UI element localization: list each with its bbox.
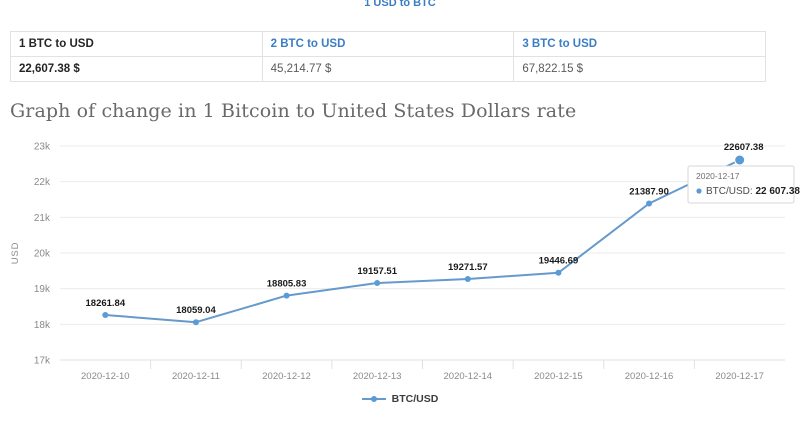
- y-axis-title: USD: [10, 242, 21, 264]
- table-row: 22,607.38 $ 45,214.77 $ 67,822.15 $: [10, 56, 766, 82]
- legend-item-btc-usd[interactable]: BTC/USD: [361, 393, 439, 406]
- rates-table-container: 1 BTC to USD 2 BTC to USD 3 BTC to USD 2…: [10, 31, 766, 82]
- tooltip-series-line: BTC/USD: 22 607.38: [706, 186, 800, 197]
- data-point-marker[interactable]: [192, 319, 199, 326]
- value-3-btc-to-usd: 67,822.15 $: [513, 56, 766, 82]
- top-link-bar: 1 USD to BTC: [0, 0, 800, 14]
- chart-tooltip: 2020-12-17 BTC/USD: 22 607.38: [687, 165, 800, 204]
- tooltip-series-name: BTC/USD:: [706, 186, 755, 197]
- data-point-label: 18805.83: [267, 279, 307, 290]
- data-point-label: 18059.04: [176, 305, 216, 316]
- tooltip-date: 2020-12-17: [696, 171, 740, 181]
- data-point-marker[interactable]: [646, 200, 653, 207]
- series-line-btc-usd: [104, 159, 741, 324]
- x-axis-tick-label: 2020-12-16: [625, 371, 674, 382]
- x-axis-tick-label: 2020-12-10: [81, 371, 130, 382]
- chart-svg: 17k 18k 19k 20k 21k 22k 23k USD 2020-12-10 2020-1…: [10, 142, 800, 383]
- y-axis-tick-label: 21k: [34, 213, 51, 224]
- x-axis-tick-label: 2020-12-15: [534, 371, 583, 382]
- value-1-btc-to-usd: 22,607.38 $: [10, 56, 263, 82]
- chart-legend: BTC/USD: [0, 389, 800, 407]
- legend-line-marker-icon: [361, 394, 386, 404]
- y-axis-tick-label: 17k: [34, 356, 51, 367]
- header-1-btc-to-usd: 1 BTC to USD: [10, 31, 263, 57]
- data-point-marker[interactable]: [555, 269, 562, 276]
- y-axis-tick-label: 18k: [34, 320, 51, 331]
- y-axis-tick-label: 22k: [34, 177, 51, 188]
- x-axis-tick-label: 2020-12-13: [353, 371, 402, 382]
- legend-label: BTC/USD: [391, 393, 439, 406]
- usd-to-btc-link[interactable]: 1 USD to BTC: [364, 0, 436, 9]
- data-point-marker[interactable]: [734, 154, 746, 166]
- rates-table: 1 BTC to USD 2 BTC to USD 3 BTC to USD 2…: [10, 31, 766, 82]
- data-point-label: 19446.69: [539, 256, 579, 267]
- header-3-btc-to-usd[interactable]: 3 BTC to USD: [513, 31, 766, 57]
- y-axis-tick-label: 20k: [34, 249, 51, 260]
- table-header-row: 1 BTC to USD 2 BTC to USD 3 BTC to USD: [10, 31, 766, 57]
- btc-usd-line-chart[interactable]: 17k 18k 19k 20k 21k 22k 23k USD 2020-12-10 2020-1…: [0, 132, 800, 392]
- data-point-label: 18261.84: [86, 298, 126, 309]
- x-axis-tick-label: 2020-12-14: [444, 371, 493, 382]
- tooltip-value: 22 607.38: [755, 186, 800, 197]
- y-axis-tick-label: 23k: [34, 142, 51, 153]
- y-axis-tick-label: 19k: [34, 284, 51, 295]
- tooltip-series-dot-icon: [696, 188, 702, 194]
- data-point-marker[interactable]: [464, 275, 471, 282]
- data-point-marker[interactable]: [102, 311, 109, 318]
- chart-title: Graph of change in 1 Bitcoin to United S…: [10, 100, 577, 122]
- data-point-label: 21387.90: [629, 186, 669, 197]
- value-2-btc-to-usd: 45,214.77 $: [261, 56, 515, 82]
- tooltip-box: [687, 165, 795, 204]
- x-axis-tick-label: 2020-12-17: [715, 371, 764, 382]
- data-point-marker[interactable]: [374, 280, 381, 287]
- data-point-label: 22607.38: [724, 142, 764, 153]
- data-point-label: 19157.51: [357, 266, 397, 277]
- data-point-marker[interactable]: [283, 292, 290, 299]
- header-2-btc-to-usd[interactable]: 2 BTC to USD: [261, 31, 515, 57]
- data-point-label: 19271.57: [448, 262, 488, 273]
- x-axis-tick-label: 2020-12-12: [262, 371, 311, 382]
- x-axis-tick-label: 2020-12-11: [172, 371, 220, 382]
